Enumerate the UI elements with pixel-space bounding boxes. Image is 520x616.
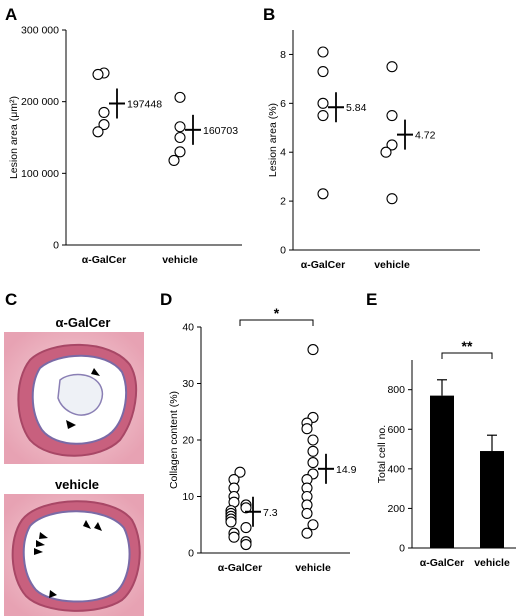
data-point-a-0-3 [98,119,110,131]
x-category-label-b-1: vehicle [374,259,410,271]
y-tick-label-e-0: 0 [399,543,405,555]
data-point-d-0-6 [240,502,252,514]
data-point-b-1-2 [386,139,398,151]
x-category-label-a-0: α-GalCer [82,254,126,266]
data-point-b-0-3 [317,110,329,122]
data-point-a-0-1 [92,68,104,80]
y-tick-label-b-3: 6 [280,98,286,110]
data-point-d-1-6 [307,457,319,469]
mean-label-a-0: 197448 [127,98,162,110]
histology-image-bottom [4,494,144,616]
data-point-a-1-3 [174,146,186,158]
chart-panel-a: 0 100 000 200 000 300 000 Lesion area (μm²) α… [8,25,242,266]
data-point-a-0-4 [92,126,104,138]
data-point-a-1-4 [168,154,180,166]
y-tick-label-d-3: 30 [182,378,194,390]
y-tick-label-b-4: 8 [280,49,286,61]
bar-e-1 [480,451,504,548]
data-point-d-0-12 [240,522,252,534]
panel-letter-b: B [263,5,275,24]
y-tick-label-e-3: 600 [387,424,405,436]
x-category-label-d-0: α-GalCer [218,562,262,574]
y-tick-label-a-3: 300 000 [21,25,59,37]
data-point-a-0-2 [98,106,110,118]
data-point-a-1-2 [174,131,186,144]
mean-label-a-1: 160703 [203,125,238,137]
significance-bracket-e [441,352,493,359]
histology-image-top [4,332,144,464]
y-axis-label-a: Lesion area (μm²) [8,96,20,179]
data-point-d-1-12 [301,507,313,520]
chart-panel-e: 0 200 400 600 800 Total cell no. α-GalCer vehic… [376,338,516,569]
y-axis-label-b: Lesion area (%) [267,103,279,177]
data-point-b-1-4 [386,193,398,205]
chart-panel-b: 0 2 4 6 8 Lesion area (%) α-GalCer vehicle 5.84 4… [267,30,480,271]
significance-bracket-d [239,319,314,326]
y-tick-label-e-4: 800 [387,384,405,396]
significance-label-e: ** [462,338,473,354]
chart-panel-d: 0 10 20 30 40 Collagen content (%) α-GalCer veh… [168,305,357,574]
data-point-d-1-0 [307,344,319,356]
y-tick-label-d-0: 0 [188,548,194,560]
data-point-d-1-4 [307,434,319,446]
data-point-d-1-3 [301,423,313,435]
y-tick-label-e-1: 200 [387,503,405,515]
data-point-b-1-3 [380,146,392,158]
data-point-a-1-1 [174,121,186,133]
y-tick-label-b-2: 4 [280,147,286,159]
x-category-label-e-0: α-GalCer [420,557,464,569]
panel-letter-a: A [5,5,17,24]
y-tick-label-a-2: 200 000 [21,96,59,108]
data-point-b-0-4 [317,188,329,200]
y-tick-label-a-1: 100 000 [21,168,59,180]
bar-e-0 [430,395,454,548]
panel-letter-e: E [366,290,377,309]
data-point-d-1-14 [301,527,313,539]
x-category-label-a-1: vehicle [162,254,198,266]
histology-panel: α-GalCer vehicle [4,315,144,616]
y-tick-label-b-1: 2 [280,196,286,208]
x-category-label-e-1: vehicle [474,557,510,569]
x-category-label-b-0: α-GalCer [301,259,345,271]
data-point-d-1-5 [307,445,319,457]
data-point-b-0-1 [317,66,329,78]
y-tick-label-d-1: 10 [182,491,194,503]
y-axis-label-e: Total cell no. [376,425,388,483]
data-point-b-0-0 [317,46,329,58]
y-axis-label-d: Collagen content (%) [168,391,180,489]
data-point-a-1-0 [174,91,186,103]
panel-letter-c: C [5,290,17,309]
mean-label-d-0: 7.3 [263,507,278,519]
y-tick-label-d-4: 40 [182,322,194,334]
data-point-d-0-14 [228,531,240,543]
mean-label-d-1: 14.9 [336,464,357,476]
image-title-bottom: vehicle [55,477,99,492]
data-point-b-0-2 [317,97,329,109]
significance-label-d: * [274,305,280,321]
mean-label-b-0: 5.84 [346,102,367,114]
data-point-d-0-11 [225,516,237,528]
y-tick-label-a-0: 0 [53,240,59,252]
y-tick-label-e-2: 400 [387,463,405,475]
image-title-top: α-GalCer [56,315,111,330]
panel-letter-d: D [160,290,172,309]
data-point-d-1-13 [307,519,319,531]
data-point-b-1-0 [386,61,398,73]
y-tick-label-b-0: 0 [280,245,286,257]
x-category-label-d-1: vehicle [295,562,331,574]
data-point-d-0-16 [240,538,252,551]
y-tick-label-d-2: 20 [182,435,194,447]
mean-label-b-1: 4.72 [415,130,436,142]
data-point-d-0-0 [234,466,246,478]
data-point-b-1-1 [386,110,398,122]
